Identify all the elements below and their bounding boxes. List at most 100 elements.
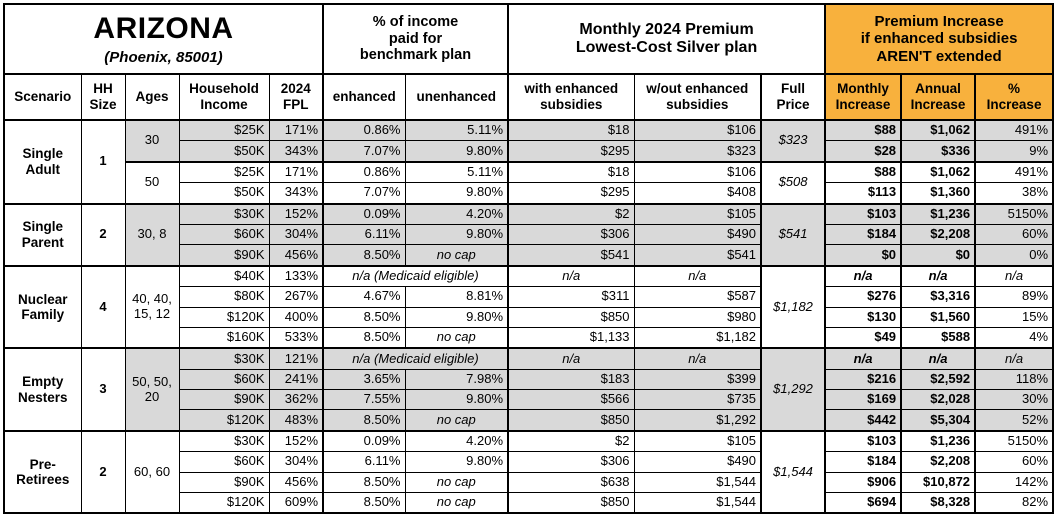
- cell-pct-enhanced: 7.55%: [322, 389, 406, 411]
- cell-annual-increase: $336: [900, 140, 976, 163]
- cell-pct-enhanced: 7.07%: [322, 182, 406, 205]
- col-header-hh-size: HH Size: [80, 73, 126, 121]
- table-row: Pre- Retirees 2 60, 60 $30K 152% 0.09% 4.20% $2…: [3, 429, 1054, 514]
- cell-scenario: Single Adult: [3, 119, 82, 205]
- cell-pct-increase: 89%: [974, 286, 1054, 308]
- cell-annual-increase: $8,328: [900, 492, 976, 514]
- cell-hh-size: 2: [80, 202, 126, 267]
- cell-pct-increase: 38%: [974, 182, 1054, 205]
- table-row: $120K 609% 8.50% no cap $850 $1,544 $694 $8,328…: [4, 492, 1054, 514]
- col-header-enhanced: enhanced: [322, 73, 406, 121]
- cell-premium-wout-subsidies: $490: [633, 223, 762, 246]
- premium-group-header: Monthly 2024 Premium Lowest-Cost Silver …: [507, 3, 826, 75]
- col-header-income: Household Income: [178, 73, 270, 121]
- cell-household-income: $40K: [178, 264, 270, 288]
- cell-premium-with-subsidies: $18: [507, 160, 635, 184]
- cell-annual-increase: $2,592: [900, 368, 976, 391]
- cell-monthly-increase: $88: [824, 160, 902, 184]
- cell-scenario: Empty Nesters: [3, 347, 82, 432]
- cell-hh-size: 3: [80, 347, 126, 432]
- cell-household-income: $60K: [178, 223, 270, 246]
- cell-premium-with-subsidies: $18: [507, 119, 635, 142]
- cell-annual-increase: $1,062: [900, 119, 976, 142]
- col-header-fpl: 2024 FPL: [268, 73, 324, 121]
- cell-monthly-increase: $169: [824, 389, 902, 411]
- cell-household-income: $30K: [178, 429, 270, 453]
- cell-annual-increase: $588: [900, 326, 976, 349]
- state-title-cell: ARIZONA (Phoenix, 85001): [3, 3, 324, 75]
- table-title-row: ARIZONA (Phoenix, 85001) % of income pai…: [3, 3, 1054, 75]
- cell-monthly-increase: $28: [824, 140, 902, 163]
- cell-pct-increase: 5150%: [974, 429, 1054, 453]
- cell-pct-increase: 60%: [974, 223, 1054, 246]
- cell-pct-enhanced: 3.65%: [322, 368, 406, 391]
- table-row: Empty Nesters 3 50, 50, 20 $30K 121% n/a (Med…: [3, 347, 1054, 432]
- cell-pct-increase: n/a: [974, 264, 1054, 288]
- cell-pct-enhanced: 8.50%: [322, 409, 406, 432]
- cell-pct-enhanced: 0.09%: [322, 202, 406, 225]
- cell-fpl: 267%: [268, 286, 324, 308]
- cell-fpl: 533%: [268, 326, 324, 349]
- cell-pct-enhanced: 8.50%: [322, 326, 406, 349]
- cell-fpl: 304%: [268, 223, 324, 246]
- cell-pct-enhanced: 6.11%: [322, 451, 406, 473]
- table-row: $90K 362% 7.55% 9.80% $566 $735 $169 $2,028 30%: [4, 389, 1054, 411]
- cell-pct-unenhanced: 9.80%: [404, 223, 509, 246]
- cell-household-income: $60K: [178, 451, 270, 473]
- cell-pct-unenhanced: no cap: [404, 409, 509, 432]
- cell-pct-increase: 30%: [974, 389, 1054, 411]
- cell-household-income: $160K: [178, 326, 270, 349]
- cell-monthly-increase: $88: [824, 119, 902, 142]
- cell-premium-wout-subsidies: $408: [633, 182, 762, 205]
- cell-household-income: $90K: [178, 471, 270, 494]
- cell-monthly-increase: n/a: [824, 264, 902, 288]
- cell-monthly-increase: $216: [824, 368, 902, 391]
- cell-fpl: 171%: [268, 160, 324, 184]
- cell-ages: 60, 60: [124, 429, 180, 514]
- cell-full-price: $1,182: [760, 264, 826, 349]
- cell-hh-size: 4: [80, 264, 126, 349]
- premium-comparison-table: ARIZONA (Phoenix, 85001) % of income pai…: [3, 3, 1055, 515]
- cell-household-income: $60K: [178, 368, 270, 391]
- cell-pct-enhanced: 8.50%: [322, 492, 406, 514]
- col-header-scenario: Scenario: [3, 73, 82, 121]
- cell-monthly-increase: $130: [824, 306, 902, 328]
- state-name: ARIZONA: [93, 12, 234, 46]
- cell-pct-increase: 491%: [974, 119, 1054, 142]
- cell-premium-with-subsidies: $295: [507, 182, 635, 205]
- cell-ages: 30: [124, 119, 180, 163]
- cell-monthly-increase: $113: [824, 182, 902, 205]
- cell-pct-enhanced: 6.11%: [322, 223, 406, 246]
- cell-pct-unenhanced: 9.80%: [404, 306, 509, 328]
- cell-pct-enhanced: 8.50%: [322, 244, 406, 267]
- cell-ages: 50, 50, 20: [124, 347, 180, 432]
- cell-pct-increase: 491%: [974, 160, 1054, 184]
- cell-household-income: $120K: [178, 492, 270, 514]
- cell-scenario: Nuclear Family: [3, 264, 82, 349]
- cell-pct-enhanced: 0.86%: [322, 160, 406, 184]
- table-row: $50K 343% 7.07% 9.80% $295 $323 $28 $336 9%: [4, 140, 1054, 163]
- cell-pct-enhanced: 8.50%: [322, 306, 406, 328]
- benchmark-group-header: % of income paid for benchmark plan: [321, 3, 509, 75]
- cell-household-income: $120K: [178, 409, 270, 432]
- cell-household-income: $25K: [178, 119, 270, 142]
- table-row: $90K 456% 8.50% no cap $638 $1,544 $906 $10,872…: [4, 471, 1054, 494]
- cell-premium-with-subsidies: n/a: [507, 347, 635, 370]
- cell-premium-with-subsidies: $306: [507, 223, 635, 246]
- cell-pct-increase: 0%: [974, 244, 1054, 267]
- cell-premium-wout-subsidies: $1,182: [633, 326, 762, 349]
- cell-annual-increase: $5,304: [900, 409, 976, 432]
- cell-premium-wout-subsidies: $399: [633, 368, 762, 391]
- col-header-full-price: Full Price: [760, 73, 826, 121]
- cell-premium-wout-subsidies: $105: [633, 429, 762, 453]
- state-location: (Phoenix, 85001): [104, 48, 223, 66]
- table-row: $160K 533% 8.50% no cap $1,133 $1,182 $49 $588 4…: [4, 326, 1054, 349]
- cell-household-income: $25K: [178, 160, 270, 184]
- cell-annual-increase: n/a: [900, 264, 976, 288]
- cell-fpl: 609%: [268, 492, 324, 514]
- cell-monthly-increase: n/a: [824, 347, 902, 370]
- cell-scenario: Pre- Retirees: [3, 429, 82, 514]
- cell-premium-with-subsidies: n/a: [507, 264, 635, 288]
- cell-ages: 40, 40, 15, 12: [124, 264, 180, 349]
- cell-pct-unenhanced: 4.20%: [404, 429, 509, 453]
